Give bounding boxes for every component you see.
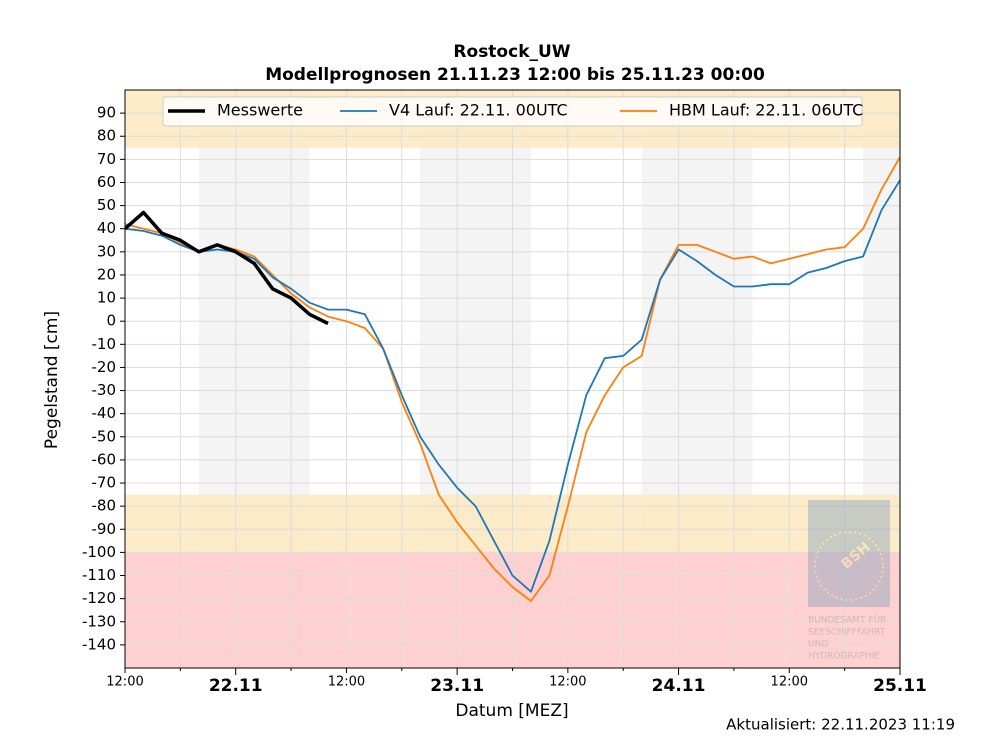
chart-title: Rostock_UW [453,42,570,62]
logo-ring [814,531,884,601]
logo-text: SEESCHIFFFAHRT [808,628,886,638]
y-tick-label: -10 [92,335,117,353]
y-tick-label: -130 [82,612,116,630]
y-tick-label: -90 [92,520,117,538]
y-tick-label: -40 [92,404,117,422]
legend-label: Messwerte [217,101,303,120]
y-tick-label: 40 [97,219,116,237]
y-tick-label: 20 [97,265,116,283]
y-tick-label: -80 [92,497,117,515]
logo-text: HYDROGRAPHIE [808,652,880,662]
logo-text: UND [808,640,828,650]
y-tick-label: -120 [82,589,116,607]
x-tick-label: 25.11 [873,676,927,696]
y-tick-label: -20 [92,358,117,376]
axes: -140-130-120-110-100-90-80-70-60-50-40-3… [82,104,927,696]
legend-box [162,96,863,127]
x-tick-label: 22.11 [209,676,263,696]
y-tick-label: -30 [92,381,117,399]
series-line [125,179,900,593]
logo-text: BUNDESAMT FÜR [808,615,886,626]
series-group [125,156,900,602]
y-tick-label: 50 [97,196,116,214]
x-tick-label: 12:00 [106,675,143,690]
update-note: Aktualisiert: 22.11.2023 11:19 [726,716,955,734]
legend-label: V4 Lauf: 22.11. 00UTC [389,101,568,120]
legend-label: HBM Lauf: 22.11. 06UTC [669,101,863,120]
y-tick-label: -50 [92,427,117,445]
x-tick-label: 12:00 [771,675,808,690]
y-tick-label: -140 [82,635,116,653]
logo-box [808,500,890,607]
y-tick-label: 60 [97,173,116,191]
y-tick-label: 80 [97,127,116,145]
y-tick-label: -70 [92,474,117,492]
chart-subtitle: Modellprognosen 21.11.23 12:00 bis 25.11… [265,65,765,85]
y-tick-label: -110 [82,566,116,584]
y-tick-label: 10 [97,289,116,307]
x-tick-label: 24.11 [652,676,706,696]
series-line [125,210,329,326]
y-tick-label: -60 [92,450,117,468]
x-tick-label: 23.11 [430,676,484,696]
x-axis-label: Datum [MEZ] [455,701,568,721]
y-tick-label: 70 [97,150,116,168]
x-tick-label: 12:00 [328,675,365,690]
y-tick-label: 0 [106,312,116,330]
x-tick-label: 12:00 [549,675,586,690]
y-tick-label: 90 [97,104,116,122]
legend: Messwerte V4 Lauf: 22.11. 00UTC HBM Lauf: … [162,96,863,127]
y-axis-label: Pegelstand [cm] [42,311,62,449]
y-tick-label: -100 [82,543,116,561]
y-tick-label: 30 [97,242,116,260]
logo: BSH BUNDESAMT FÜR SEESCHIFFFAHRT UND HYD… [808,500,890,662]
series-line [125,156,900,602]
